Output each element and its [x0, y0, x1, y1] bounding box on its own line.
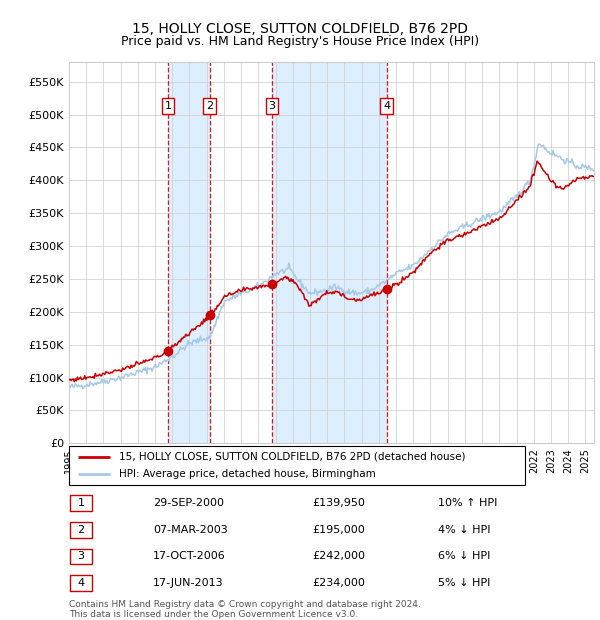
Text: Price paid vs. HM Land Registry's House Price Index (HPI): Price paid vs. HM Land Registry's House …	[121, 35, 479, 48]
Text: 6% ↓ HPI: 6% ↓ HPI	[438, 551, 490, 562]
Text: 17-OCT-2006: 17-OCT-2006	[153, 551, 226, 562]
Text: HPI: Average price, detached house, Birmingham: HPI: Average price, detached house, Birm…	[119, 469, 376, 479]
Text: Contains HM Land Registry data © Crown copyright and database right 2024.
This d: Contains HM Land Registry data © Crown c…	[69, 600, 421, 619]
Text: 15, HOLLY CLOSE, SUTTON COLDFIELD, B76 2PD: 15, HOLLY CLOSE, SUTTON COLDFIELD, B76 2…	[132, 22, 468, 36]
Text: 07-MAR-2003: 07-MAR-2003	[153, 525, 228, 535]
Text: 5% ↓ HPI: 5% ↓ HPI	[438, 578, 490, 588]
Text: 4: 4	[77, 578, 85, 588]
Text: 15, HOLLY CLOSE, SUTTON COLDFIELD, B76 2PD (detached house): 15, HOLLY CLOSE, SUTTON COLDFIELD, B76 2…	[119, 452, 466, 462]
Text: 29-SEP-2000: 29-SEP-2000	[153, 498, 224, 508]
Text: £195,000: £195,000	[312, 525, 365, 535]
Text: 10% ↑ HPI: 10% ↑ HPI	[438, 498, 497, 508]
Text: 1: 1	[164, 101, 172, 111]
Text: 4: 4	[383, 101, 391, 111]
Text: 4% ↓ HPI: 4% ↓ HPI	[438, 525, 491, 535]
Text: £234,000: £234,000	[312, 578, 365, 588]
Bar	[272, 62, 387, 443]
Text: 2: 2	[206, 101, 214, 111]
Text: 3: 3	[77, 551, 85, 562]
Bar	[168, 62, 210, 443]
Text: £139,950: £139,950	[312, 498, 365, 508]
Text: 1: 1	[77, 498, 85, 508]
Text: £242,000: £242,000	[312, 551, 365, 562]
Text: 3: 3	[268, 101, 275, 111]
Text: 17-JUN-2013: 17-JUN-2013	[153, 578, 224, 588]
Text: 2: 2	[77, 525, 85, 535]
